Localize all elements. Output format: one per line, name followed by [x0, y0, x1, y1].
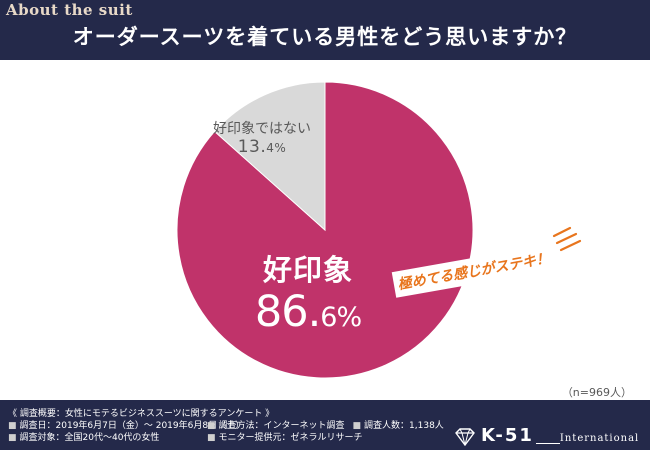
logo-name: K-51 [481, 425, 534, 446]
header-bar: About the suit オーダースーツを着ている男性をどう思いますか？ [0, 0, 650, 60]
footer-bar: 《 調査概要：女性にモテるビジネススーツに関するアンケート 》 ■ 調査日：201… [0, 400, 650, 450]
logo-subtitle: International [535, 432, 640, 446]
survey-notes: 《 調査概要：女性にモテるビジネススーツに関するアンケート 》 ■ 調査日：201… [8, 408, 452, 444]
survey-item: ■ モニター提供元：ゼネラルリサーチ [207, 433, 363, 443]
slice-label-minor: 好印象ではない 13.4% [212, 120, 312, 157]
slice-label-major: 好印象 86.6% [243, 253, 373, 343]
logo: K-51 International [453, 422, 640, 446]
diamond-logo-icon [455, 428, 475, 446]
survey-item: ■ 調査方法：インターネット調査 [207, 421, 345, 431]
pie-chart [176, 81, 474, 379]
survey-item: ■ 調査日：2019年6月7日（金）〜 2019年6月8日（土） [8, 421, 245, 431]
survey-row: ■ 調査日：2019年6月7日（金）〜 2019年6月8日（土）■ 調査方法：インタ… [8, 420, 452, 432]
header-tag: About the suit [6, 1, 133, 19]
slice-label-major-value: 86.6% [254, 287, 362, 337]
survey-item: ■ 調査対象：全国20代〜40代の女性 [8, 433, 160, 443]
survey-title: 《 調査概要：女性にモテるビジネススーツに関するアンケート 》 [8, 409, 275, 419]
page-title: オーダースーツを着ている男性をどう思いますか？ [72, 25, 578, 49]
slice-label-minor-name: 好印象ではない [213, 121, 311, 137]
slice-label-minor-value: 13.4% [237, 137, 287, 157]
survey-item: ■ 調査人数：1,138人 [352, 421, 444, 431]
sample-size-note: （n=969人） [561, 386, 632, 399]
emphasis-lines-icon [552, 226, 582, 252]
slice-label-major-name: 好印象 [262, 253, 353, 287]
pie-slice-minor [213, 81, 326, 232]
survey-row: ■ 調査対象：全国20代〜40代の女性 ■ モニター提供元：ゼネラルリサーチ [8, 432, 452, 444]
